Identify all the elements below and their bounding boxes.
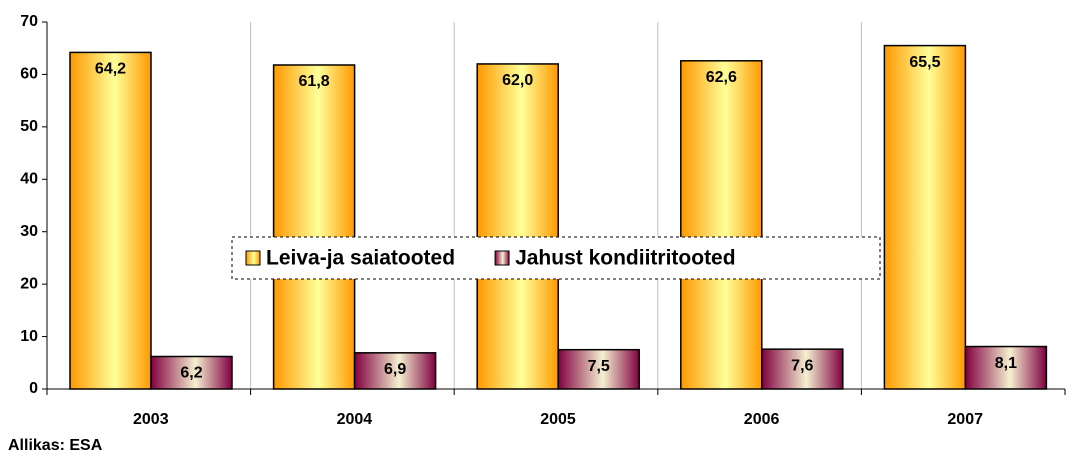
x-tick-label: 2006: [744, 411, 780, 428]
value-label: 8,1: [995, 355, 1017, 372]
value-label: 61,8: [299, 73, 330, 90]
bar: [883, 44, 967, 390]
legend-swatch: [494, 250, 510, 266]
x-tick-label: 2004: [337, 411, 373, 428]
x-tick-label: 2003: [133, 411, 169, 428]
value-label: 65,5: [909, 54, 940, 71]
y-tick-label: 50: [20, 118, 38, 135]
bar: [557, 348, 640, 390]
value-label: 62,0: [502, 72, 533, 89]
bar: [353, 352, 437, 390]
y-tick-label: 40: [20, 171, 38, 188]
legend-label: Leiva-ja saiatooted: [266, 247, 455, 270]
bar: [680, 60, 763, 390]
value-label: 7,5: [588, 358, 610, 375]
y-tick-label: 20: [20, 275, 38, 292]
y-tick-label: 70: [20, 13, 38, 30]
value-label: 64,2: [95, 61, 126, 78]
source: Allikas: ESA: [8, 437, 103, 454]
bar: [964, 345, 1048, 390]
y-tick-label: 60: [20, 66, 38, 83]
value-label: 62,6: [706, 69, 737, 86]
x-tick-label: 2007: [947, 411, 983, 428]
bar: [761, 348, 844, 390]
y-tick-label: 30: [20, 223, 38, 240]
value-label: 6,9: [384, 361, 406, 378]
value-label: 6,2: [180, 365, 202, 382]
bar: [272, 64, 356, 390]
bar: [69, 51, 152, 390]
legend-swatch: [245, 250, 261, 266]
bar: [150, 355, 233, 390]
x-tick-label: 2005: [540, 411, 576, 428]
value-label: 7,6: [791, 357, 813, 374]
legend-label: Jahust kondiitritooted: [515, 247, 736, 270]
bar: [476, 63, 559, 390]
legend-box: [231, 236, 881, 280]
y-tick-label: 0: [29, 380, 38, 397]
y-tick-label: 10: [20, 328, 38, 345]
